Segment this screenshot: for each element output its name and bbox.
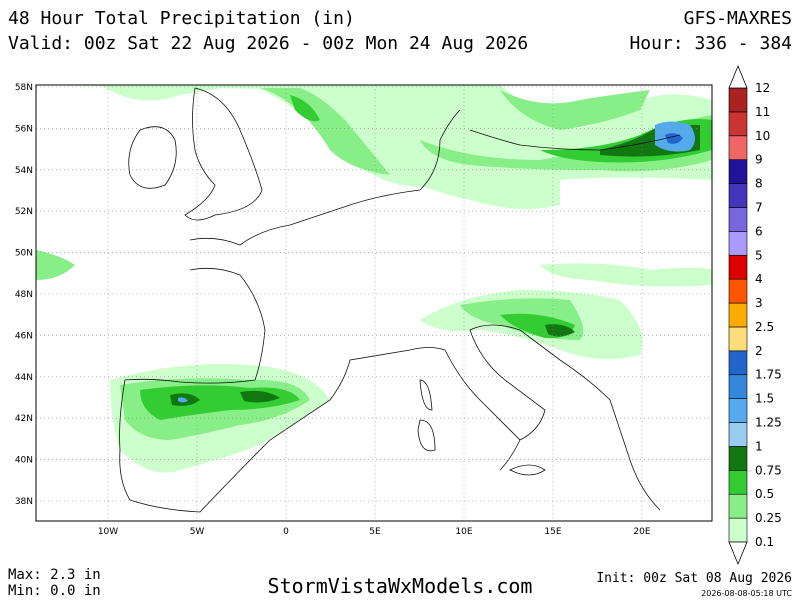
init-time: Init: 00z Sat 08 Aug 2026 (596, 571, 792, 586)
legend-swatch (728, 111, 748, 137)
legend-label: 1.25 (755, 416, 782, 430)
legend-swatch (728, 470, 748, 495)
precip-field (36, 85, 712, 473)
lon-label: 15E (544, 527, 561, 537)
coastlines (119, 87, 681, 513)
timestamp: 2026-08-08-05:18 UTC (701, 589, 792, 598)
legend-label: 0.5 (755, 487, 774, 501)
legend-swatch (728, 493, 748, 519)
legend-swatch (728, 446, 748, 471)
color-legend: 0.1 0.25 0.5 0.75 1 1.25 1.5 1.75 2 2.5 3 4 5 6 7 8 9 10 1… (728, 64, 782, 566)
legend-swatch (728, 135, 748, 160)
legend-label: 2.5 (755, 320, 774, 334)
legend-swatch (728, 87, 748, 113)
legend-label: 0.25 (755, 511, 782, 525)
lat-label: 56N (15, 124, 33, 134)
lat-label: 38N (15, 497, 33, 507)
legend-swatch (728, 302, 748, 328)
legend-label: 11 (755, 105, 770, 119)
graticule: 58N 56N 54N 52N 50N 48N 46N 44N 42N 40N 38N 10W 5W 0 5… (15, 83, 712, 537)
legend-label: 1.5 (755, 392, 774, 406)
legend-swatch (728, 278, 748, 304)
legend-swatch (728, 517, 748, 543)
legend-label: 2 (755, 344, 763, 358)
lat-label: 58N (15, 83, 33, 93)
legend-label: 6 (755, 224, 763, 238)
legend-swatch (728, 207, 748, 232)
legend-swatch (728, 254, 748, 280)
legend-swatch (728, 350, 748, 376)
legend-swatch (728, 231, 748, 256)
legend-swatch (728, 398, 748, 423)
forecast-hour: Hour: 336 - 384 (629, 33, 792, 54)
model: GFS-MAXRES (684, 8, 792, 29)
title: 48 Hour Total Precipitation (in) (8, 8, 355, 29)
legend-label: 8 (755, 177, 763, 191)
legend-swatch (728, 159, 748, 184)
lon-label: 0 (283, 527, 289, 537)
lon-label: 10E (455, 527, 472, 537)
legend-label: 5 (755, 248, 763, 262)
legend-label: 0.1 (755, 535, 774, 549)
valid-time: Valid: 00z Sat 22 Aug 2026 - 00z Mon 24 … (8, 33, 528, 54)
legend-label: 3 (755, 296, 763, 310)
legend-arrow-bottom (728, 541, 748, 566)
max-value: Max: 2.3 in (8, 567, 101, 583)
legend-label: 12 (755, 81, 770, 95)
lon-label: 5W (190, 527, 205, 537)
legend-label: 1 (755, 439, 763, 453)
lat-label: 48N (15, 290, 33, 300)
lon-label: 5E (369, 527, 381, 537)
legend-swatch (728, 183, 748, 208)
legend-label: 10 (755, 129, 770, 143)
legend-label: 4 (755, 272, 763, 286)
legend-swatch (728, 374, 748, 399)
lat-label: 42N (15, 414, 33, 424)
lat-label: 44N (15, 373, 33, 383)
legend-label: 9 (755, 153, 763, 167)
legend-label: 1.75 (755, 368, 782, 382)
legend-arrow-top (728, 64, 748, 89)
lat-label: 46N (15, 331, 33, 341)
min-value: Min: 0.0 in (8, 583, 101, 599)
map: 58N 56N 54N 52N 50N 48N 46N 44N 42N 40N 38N 10W 5W 0 5… (15, 83, 713, 537)
lat-label: 52N (15, 207, 33, 217)
lon-label: 20E (633, 527, 650, 537)
map-frame (35, 84, 713, 522)
legend-label: 7 (755, 200, 763, 214)
lat-label: 54N (15, 166, 33, 176)
legend-swatch (728, 422, 748, 447)
site: StormVistaWxModels.com (268, 574, 533, 598)
lon-label: 10W (98, 527, 118, 537)
legend-swatch (728, 326, 748, 352)
lat-label: 50N (15, 249, 33, 259)
legend-label: 0.75 (755, 463, 782, 477)
lat-label: 40N (15, 456, 33, 466)
